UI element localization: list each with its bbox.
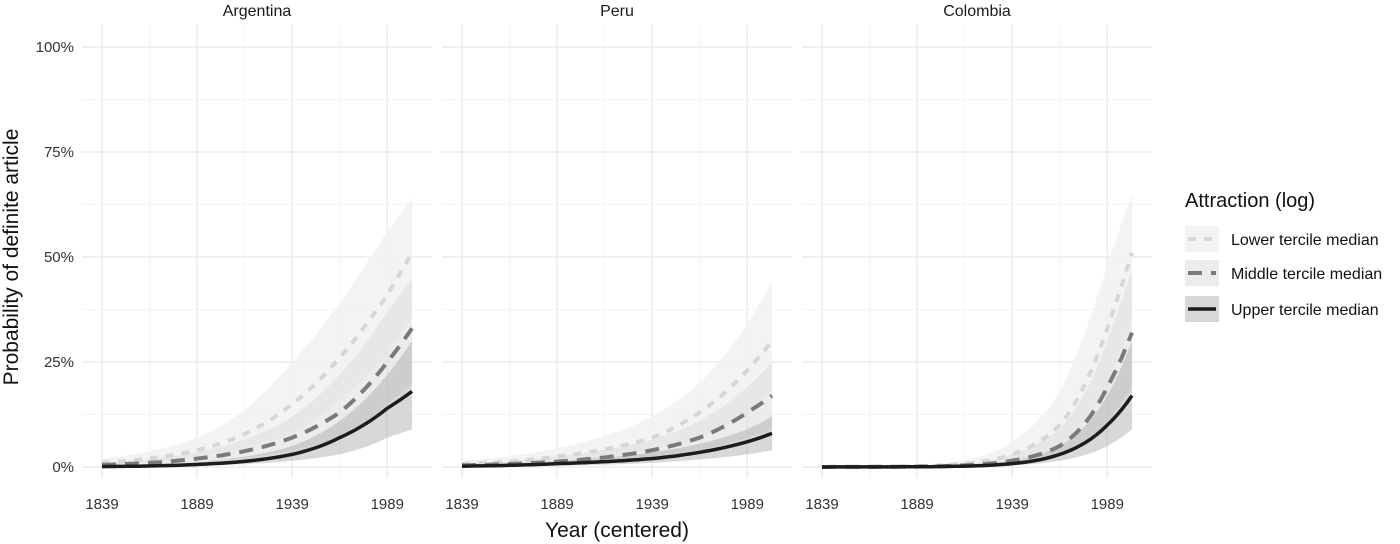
series-line: [101, 389, 414, 469]
y-tick-label: 25%: [44, 354, 74, 371]
x-tick-label: 1939: [275, 496, 308, 513]
panel-argentina: Argentina 1839 1889 1939 1989: [82, 3, 432, 513]
x-tick-label: 1839: [445, 496, 478, 513]
y-tick-label: 75%: [44, 144, 74, 161]
x-tick-label: 1889: [540, 496, 573, 513]
x-tick-label: 1839: [805, 496, 838, 513]
panel-title: Peru: [600, 3, 634, 20]
confidence-band: [102, 341, 412, 467]
series-line: [101, 327, 414, 467]
confidence-band: [462, 282, 772, 466]
legend-label-lower: Lower tercile median: [1231, 232, 1379, 249]
panel-colombia: Colombia 1839 1889 1939 1989: [802, 3, 1152, 513]
x-axis-title: Year (centered): [545, 519, 689, 542]
x-tick-label: 1889: [180, 496, 213, 513]
x-tick-label: 1889: [900, 496, 933, 513]
legend-label-upper: Upper tercile median: [1231, 302, 1379, 319]
series-line: [822, 394, 1134, 469]
y-tick-label: 100%: [36, 39, 74, 56]
series-line: [461, 339, 774, 467]
y-tick-label: 0%: [52, 459, 74, 476]
legend-title: Attraction (log): [1185, 190, 1315, 212]
x-tick-label: 1939: [995, 496, 1028, 513]
panel-title: Argentina: [223, 3, 292, 20]
x-tick-label: 1939: [635, 496, 668, 513]
confidence-band: [102, 278, 412, 467]
x-tick-label: 1989: [1091, 496, 1124, 513]
x-tick-label: 1989: [731, 496, 764, 513]
x-tick-label: 1989: [371, 496, 404, 513]
legend: Attraction (log) Lower tercile median Mi…: [1185, 190, 1382, 322]
series-line: [461, 431, 773, 468]
y-tick-label: 50%: [44, 249, 74, 266]
legend-label-middle: Middle tercile median: [1231, 266, 1382, 283]
series-line: [101, 251, 414, 465]
legend-keys: [1185, 226, 1219, 322]
x-tick-label: 1839: [85, 496, 118, 513]
y-axis-title: Probability of definite article: [0, 129, 23, 386]
panels-layer: Argentina 1839 1889 1939 1989 0% 25% 50% 75% 100%…: [36, 3, 1152, 513]
panel-title: Colombia: [943, 3, 1011, 20]
panel-peru: Peru 1839 1889 1939 1989: [442, 3, 792, 513]
